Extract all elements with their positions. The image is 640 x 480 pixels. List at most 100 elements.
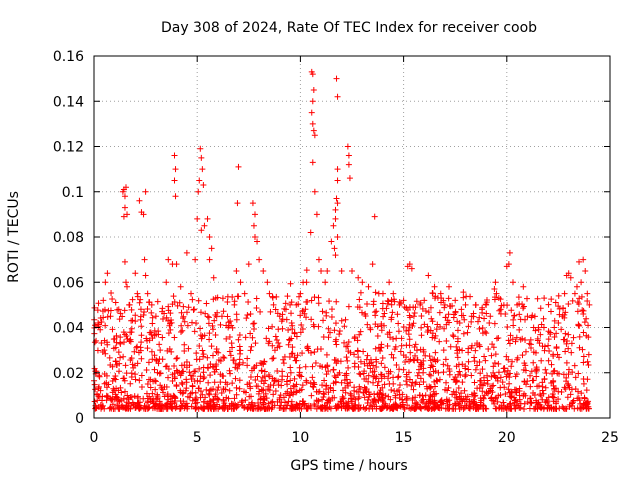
dense-data-point <box>503 353 510 360</box>
dense-data-point <box>272 306 279 313</box>
dense-data-point <box>288 310 295 317</box>
dense-data-point <box>117 354 124 361</box>
dense-data-point <box>344 357 351 364</box>
dense-data-point <box>418 397 425 404</box>
dense-data-point <box>232 401 239 408</box>
dense-data-point <box>293 381 300 388</box>
dense-data-point <box>538 357 545 364</box>
dense-data-point <box>562 330 569 337</box>
dense-data-point <box>361 394 368 401</box>
dense-data-point <box>107 395 114 402</box>
data-point <box>104 270 111 277</box>
data-point <box>276 313 283 320</box>
dense-data-point <box>332 320 339 327</box>
dense-data-point <box>427 385 434 392</box>
dense-data-point <box>390 335 397 342</box>
dense-data-point <box>215 349 222 356</box>
dense-data-point <box>429 318 436 325</box>
dense-data-point <box>408 382 415 389</box>
dense-data-point <box>180 368 187 375</box>
dense-data-point <box>509 358 516 365</box>
dense-data-point <box>579 346 586 353</box>
data-point <box>506 249 513 256</box>
dense-data-point <box>235 336 242 343</box>
dense-data-point <box>243 315 250 322</box>
dense-data-point <box>364 362 371 369</box>
dense-data-point <box>454 327 461 334</box>
dense-data-point <box>338 317 345 324</box>
dense-data-point <box>189 382 196 389</box>
dense-data-point <box>481 353 488 360</box>
dense-data-point <box>181 318 188 325</box>
data-point <box>318 267 325 274</box>
dense-data-point <box>559 403 566 410</box>
dense-data-point <box>404 402 411 409</box>
dense-data-point <box>219 295 226 302</box>
data-point <box>206 234 213 240</box>
dense-data-point <box>400 323 407 330</box>
dense-data-point <box>519 352 526 359</box>
dense-data-point <box>387 334 394 341</box>
data-point <box>371 213 378 220</box>
dense-data-point <box>490 363 497 370</box>
dense-data-point <box>197 378 204 385</box>
dense-data-point <box>302 363 309 370</box>
dense-data-point <box>361 311 368 318</box>
dense-data-point <box>548 296 555 303</box>
dense-data-point <box>204 354 211 361</box>
dense-data-point <box>391 346 398 353</box>
dense-data-point <box>488 352 495 359</box>
dense-data-point <box>443 338 450 345</box>
dense-data-point <box>426 353 433 360</box>
dense-data-point <box>460 294 467 301</box>
data-point <box>206 256 213 263</box>
dense-data-point <box>555 292 562 299</box>
dense-data-point <box>549 391 556 398</box>
dense-data-point <box>122 388 129 395</box>
dense-data-point <box>521 400 528 407</box>
data-point <box>530 324 537 331</box>
dense-data-point <box>188 403 195 410</box>
dense-data-point <box>240 359 247 366</box>
dense-data-point <box>527 336 534 343</box>
dense-data-point <box>217 357 224 364</box>
dense-data-point <box>220 396 227 403</box>
dense-data-point <box>550 382 557 389</box>
dense-data-point <box>381 364 388 371</box>
data-point <box>309 98 316 105</box>
dense-data-point <box>506 405 513 412</box>
dense-data-point <box>148 309 155 316</box>
dense-data-point <box>215 384 222 391</box>
dense-data-point <box>236 377 243 384</box>
dense-data-point <box>146 329 153 336</box>
dense-data-point <box>400 352 407 359</box>
data-point <box>200 181 207 188</box>
dense-data-point <box>323 382 330 389</box>
dense-data-point <box>373 364 380 371</box>
dense-data-point <box>440 297 447 304</box>
dense-data-point <box>474 362 481 369</box>
dense-data-point <box>399 391 406 398</box>
dense-data-point <box>117 340 124 347</box>
dense-data-point <box>432 349 439 356</box>
dense-data-point <box>341 323 348 330</box>
data-point <box>194 215 201 222</box>
dense-data-point <box>220 308 227 315</box>
data-point <box>134 290 141 297</box>
dense-data-point <box>292 404 299 411</box>
dense-data-point <box>230 357 237 364</box>
dense-data-point <box>151 400 158 407</box>
dense-data-point <box>155 328 162 335</box>
dense-data-point <box>179 390 186 397</box>
dense-data-point <box>129 361 136 368</box>
dense-data-point <box>287 385 294 392</box>
dense-data-point <box>171 334 178 341</box>
dense-data-point <box>303 377 310 384</box>
dense-data-point <box>137 306 144 313</box>
dense-data-point <box>95 300 102 307</box>
dense-data-point <box>315 397 322 404</box>
dense-data-point <box>377 371 384 378</box>
dense-data-point <box>235 293 242 300</box>
dense-data-point <box>396 382 403 389</box>
dense-data-point <box>257 396 264 403</box>
